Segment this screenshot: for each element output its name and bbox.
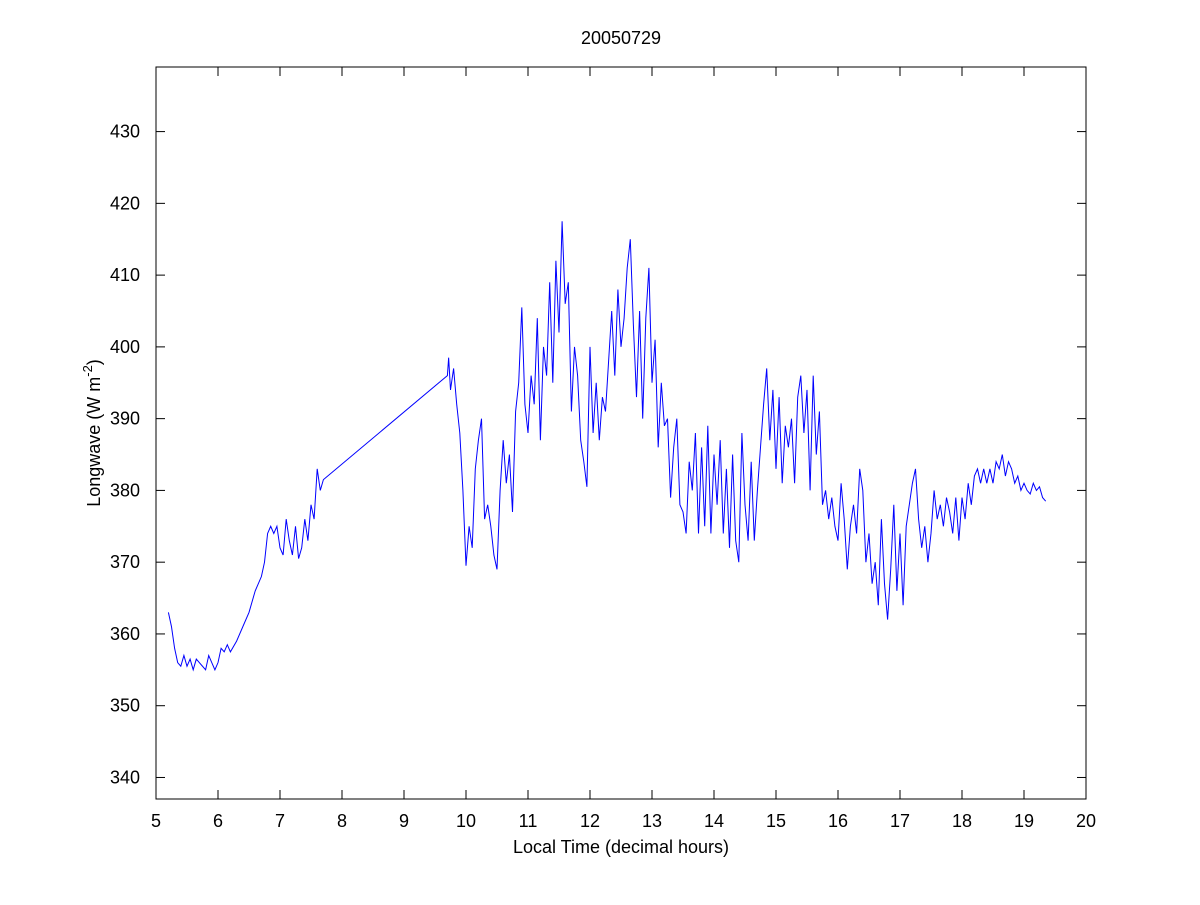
x-tick-label: 14 — [704, 811, 724, 831]
y-tick-label: 410 — [110, 265, 140, 285]
x-tick-label: 15 — [766, 811, 786, 831]
y-tick-label: 350 — [110, 696, 140, 716]
chart-title: 20050729 — [581, 28, 661, 48]
plot-area — [156, 67, 1086, 799]
y-tick-label: 340 — [110, 767, 140, 787]
y-tick-label: 360 — [110, 624, 140, 644]
x-axis-label: Local Time (decimal hours) — [513, 837, 729, 857]
x-tick-label: 10 — [456, 811, 476, 831]
y-label-superscript: -2 — [80, 365, 95, 377]
y-label-suffix: ) — [84, 359, 104, 365]
x-tick-label: 18 — [952, 811, 972, 831]
x-tick-label: 9 — [399, 811, 409, 831]
x-tick-label: 20 — [1076, 811, 1096, 831]
y-tick-label: 400 — [110, 337, 140, 357]
data-line — [167, 221, 1047, 672]
axes-box — [155, 66, 1087, 800]
x-tick-label: 11 — [519, 811, 538, 831]
x-tick-label: 8 — [337, 811, 347, 831]
x-tick-label: 13 — [642, 811, 662, 831]
y-axis-label: Longwave (W m-2) — [80, 359, 104, 507]
y-label-text: Longwave (W m — [84, 377, 104, 507]
y-tick-label: 390 — [110, 409, 140, 429]
y-tick-label: 430 — [110, 122, 140, 142]
x-tick-label: 19 — [1014, 811, 1034, 831]
y-tick-label: 370 — [110, 552, 140, 572]
x-tick-label: 7 — [275, 811, 285, 831]
y-tick-label: 380 — [110, 480, 140, 500]
y-tick-label: 420 — [110, 193, 140, 213]
x-tick-label: 16 — [828, 811, 848, 831]
x-tick-label: 12 — [580, 811, 600, 831]
x-tick-label: 5 — [151, 811, 161, 831]
x-tick-label: 6 — [213, 811, 223, 831]
x-tick-label: 17 — [890, 811, 910, 831]
